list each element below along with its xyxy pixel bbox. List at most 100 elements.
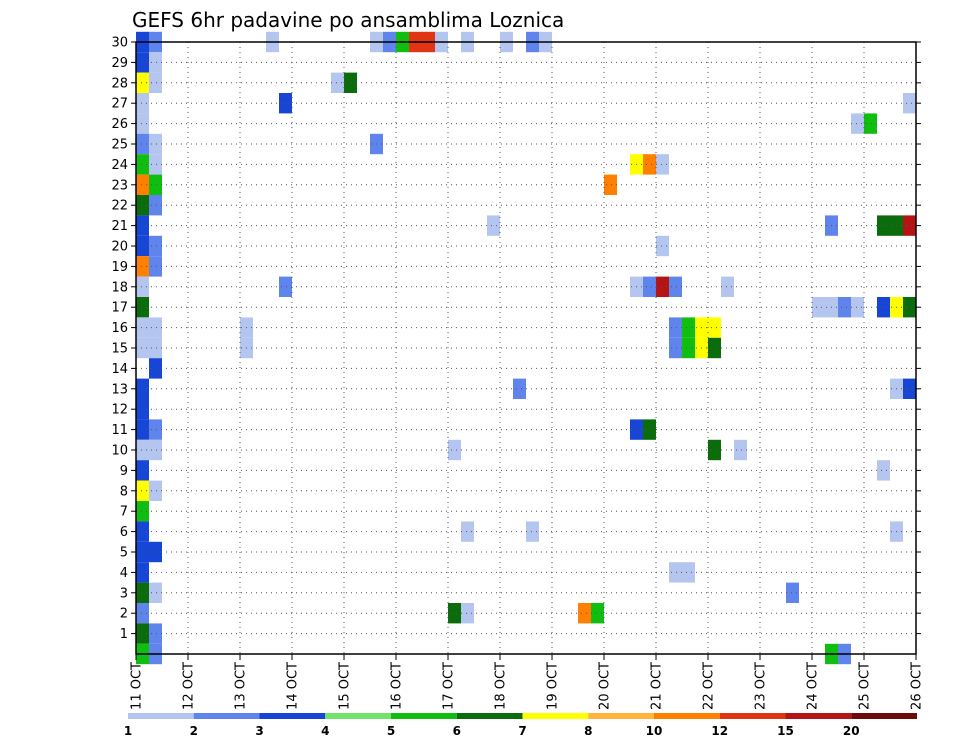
precip-cell — [136, 562, 149, 583]
precip-cell — [448, 603, 461, 624]
precip-cell — [643, 419, 656, 440]
precip-cell — [903, 93, 916, 114]
precip-cell — [461, 521, 474, 542]
precip-cell — [136, 154, 149, 175]
precip-cell — [578, 603, 591, 624]
legend-level-label: 12 — [711, 724, 728, 738]
precip-cell — [136, 541, 149, 563]
precip-cell — [812, 297, 825, 318]
precip-cell — [149, 582, 162, 603]
precip-cell — [136, 256, 149, 277]
precip-cell — [136, 133, 149, 155]
legend-swatch — [193, 713, 260, 719]
x-tick-label: 19 OCT — [546, 662, 561, 710]
y-tick-label: 7 — [120, 505, 128, 520]
precip-cell — [513, 378, 526, 399]
legend-level-label: 7 — [518, 724, 526, 738]
precip-cell — [149, 235, 162, 257]
x-tick-label: 24 OCT — [806, 662, 821, 710]
x-tick-label: 22 OCT — [702, 662, 717, 710]
y-tick-label: 1 — [120, 627, 128, 642]
precip-cell — [136, 337, 149, 359]
precip-cell — [136, 399, 149, 420]
precip-cell — [643, 276, 656, 297]
y-tick-label: 12 — [111, 403, 128, 418]
precip-cell — [149, 174, 162, 195]
y-tick-label: 23 — [111, 178, 128, 193]
x-tick-label: 16 OCT — [390, 662, 405, 710]
y-tick-label: 19 — [111, 260, 128, 275]
y-tick-label: 8 — [120, 484, 128, 499]
y-tick-label: 21 — [111, 219, 128, 234]
legend-level-label: 15 — [777, 724, 794, 738]
precip-cell — [877, 215, 890, 236]
precip-cell — [682, 337, 695, 359]
legend-swatch — [325, 713, 391, 719]
y-tick-label: 16 — [111, 321, 128, 336]
legend-swatch — [851, 713, 917, 719]
precip-cell — [903, 297, 916, 318]
precip-cell — [136, 439, 149, 461]
precip-cell — [149, 419, 162, 440]
precip-cell — [487, 215, 500, 236]
x-tick-label: 12 OCT — [182, 662, 197, 710]
y-tick-label: 28 — [111, 76, 128, 91]
precip-cell — [279, 93, 292, 114]
legend-swatch — [128, 713, 194, 719]
precip-cell — [149, 154, 162, 175]
precip-cell — [136, 174, 149, 195]
precip-cell — [448, 439, 461, 461]
x-axis: 11 OCT 12 OCT 13 OCT 14 OCT 15 OCT 16 OCT 17 O… — [130, 654, 925, 710]
precip-cell — [461, 603, 474, 624]
legend-level-label: 3 — [255, 724, 263, 738]
precip-cell — [136, 501, 149, 522]
precip-cell — [136, 195, 149, 216]
legend-level-label: 20 — [843, 724, 860, 738]
y-tick-label: 22 — [111, 199, 128, 214]
precip-cell — [708, 337, 721, 359]
legend-swatch — [654, 713, 720, 719]
x-tick-label: 15 OCT — [338, 662, 353, 710]
precip-cell — [344, 72, 357, 93]
precip-cell — [149, 52, 162, 73]
y-tick-label: 20 — [111, 240, 128, 255]
precip-cell — [682, 317, 695, 338]
precip-cell — [149, 133, 162, 155]
legend-swatch — [719, 713, 786, 719]
precip-cell — [656, 276, 669, 297]
precip-cell — [851, 113, 864, 134]
y-tick-label: 10 — [111, 444, 128, 459]
precip-cell — [838, 297, 851, 318]
precip-cell — [149, 256, 162, 277]
precip-cell — [331, 72, 344, 93]
cells-layer — [136, 31, 916, 665]
x-tick-label: 26 OCT — [910, 662, 925, 710]
y-tick-label: 15 — [111, 342, 128, 357]
precip-cell — [903, 378, 916, 399]
precip-cell — [149, 541, 162, 563]
y-tick-label: 17 — [111, 301, 128, 316]
precip-cell — [877, 297, 890, 318]
precip-cell — [136, 521, 149, 542]
precip-cell — [656, 154, 669, 175]
legend-swatch — [259, 713, 326, 719]
legend-swatch — [588, 713, 654, 719]
y-tick-label: 11 — [111, 423, 128, 438]
y-tick-label: 9 — [120, 464, 128, 479]
x-tick-label: 11 OCT — [130, 662, 145, 710]
x-tick-label: 14 OCT — [286, 662, 301, 710]
y-axis: 1234567891011121314151617181920212223242… — [111, 36, 921, 642]
precip-cell — [149, 337, 162, 359]
x-tick-label: 21 OCT — [650, 662, 665, 710]
y-tick-label: 29 — [111, 56, 128, 71]
precip-cell — [903, 215, 916, 236]
precip-cell — [149, 72, 162, 93]
legend-level-label: 8 — [584, 724, 592, 738]
y-tick-label: 5 — [120, 546, 128, 561]
precip-cell — [149, 480, 162, 501]
precip-cell — [149, 195, 162, 216]
precip-cell — [656, 235, 669, 257]
y-tick-label: 2 — [120, 607, 128, 622]
y-tick-label: 14 — [111, 362, 128, 377]
